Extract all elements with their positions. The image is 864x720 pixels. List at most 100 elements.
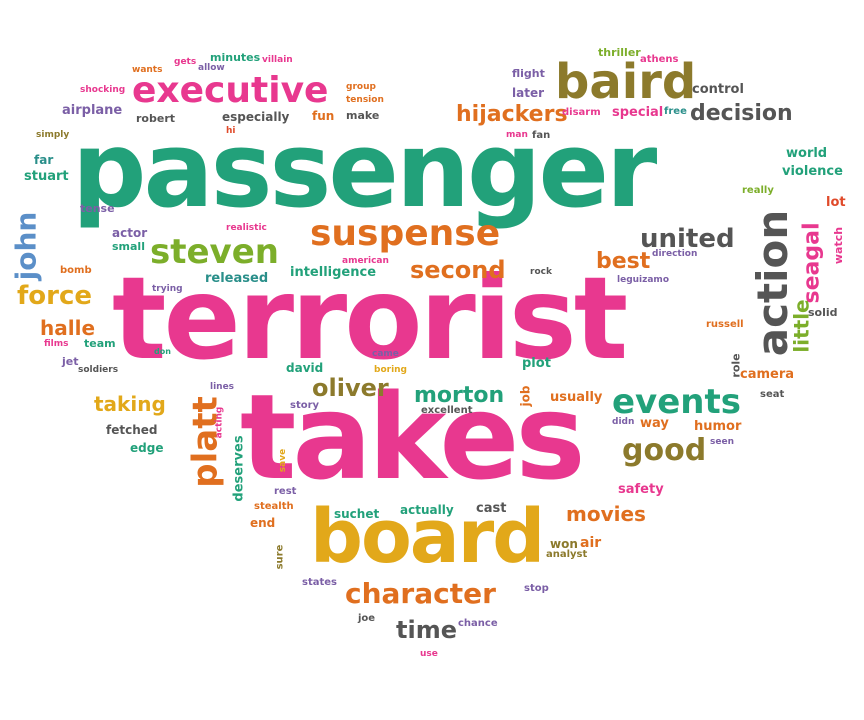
- word-second: second: [410, 256, 506, 284]
- word-action: action: [748, 209, 798, 357]
- word-robert: robert: [136, 112, 175, 125]
- word-time: time: [396, 616, 457, 644]
- word-seat: seat: [760, 389, 785, 400]
- word-thriller: thriller: [598, 46, 641, 59]
- word-taking: taking: [94, 392, 166, 416]
- word-free: free: [664, 106, 687, 117]
- word-group: group: [346, 82, 376, 92]
- word-david: david: [286, 361, 324, 375]
- word-movies: movies: [566, 502, 646, 526]
- word-fan: fan: [532, 130, 551, 141]
- word-plot: plot: [522, 356, 551, 371]
- word-story: story: [290, 400, 320, 411]
- word-airplane: airplane: [62, 103, 123, 118]
- word-small: small: [112, 240, 145, 253]
- word-won: won: [550, 537, 578, 551]
- word-tense: tense: [80, 202, 115, 215]
- word-russell: russell: [706, 319, 744, 330]
- word-chance: chance: [458, 618, 498, 629]
- word-suspense: suspense: [310, 213, 501, 254]
- word-character: character: [345, 577, 496, 610]
- word-actor: actor: [112, 226, 148, 240]
- word-morton: morton: [414, 383, 505, 408]
- word-decision: decision: [690, 101, 793, 126]
- word-control: control: [692, 82, 744, 97]
- word-acting: acting: [214, 406, 225, 439]
- word-seagal: seagal: [799, 222, 825, 304]
- word-excellent: excellent: [421, 405, 473, 416]
- word-trying: trying: [152, 284, 183, 294]
- word-american: american: [342, 256, 389, 266]
- word-suchet: suchet: [334, 507, 380, 521]
- word-intelligence: intelligence: [290, 265, 377, 280]
- word-board: board: [310, 494, 545, 580]
- word-analyst: analyst: [546, 549, 588, 560]
- word-states: states: [302, 577, 337, 588]
- word-tension: tension: [346, 95, 384, 105]
- word-villain: villain: [262, 55, 293, 65]
- word-oliver: oliver: [312, 374, 389, 402]
- word-lines: lines: [210, 382, 235, 392]
- word-realistic: realistic: [226, 223, 267, 233]
- word-especially: especially: [222, 110, 290, 124]
- word-soldiers: soldiers: [78, 365, 119, 375]
- word-save: save: [278, 448, 289, 473]
- word-wants: wants: [132, 65, 163, 75]
- word-hi: hi: [226, 126, 236, 136]
- word-steven: steven: [150, 232, 279, 272]
- word-make: make: [346, 109, 380, 122]
- word-released: released: [205, 271, 269, 286]
- word-fun: fun: [312, 109, 335, 123]
- word-safety: safety: [618, 482, 664, 497]
- word-bomb: bomb: [60, 265, 92, 276]
- word-rest: rest: [274, 486, 297, 497]
- word-passenger: passenger: [72, 109, 657, 231]
- word-films: films: [44, 339, 69, 349]
- word-seen: seen: [710, 437, 734, 447]
- word-direction: direction: [652, 249, 698, 259]
- word-united: united: [640, 224, 735, 254]
- word-simply: simply: [36, 130, 70, 140]
- word-special: special: [612, 105, 664, 120]
- word-flight: flight: [512, 67, 545, 80]
- word-stop: stop: [524, 583, 549, 594]
- word-don: don: [154, 347, 171, 356]
- word-stuart: stuart: [24, 169, 69, 184]
- word-disarm: disarm: [562, 107, 601, 118]
- word-baird: baird: [555, 54, 697, 110]
- word-minutes: minutes: [210, 51, 261, 64]
- word-force: force: [17, 281, 93, 311]
- word-solid: solid: [808, 306, 838, 319]
- word-halle: halle: [40, 316, 96, 340]
- word-fetched: fetched: [106, 423, 158, 437]
- word-deserves: deserves: [231, 435, 247, 502]
- word-violence: violence: [782, 164, 843, 179]
- word-gets: gets: [174, 57, 197, 67]
- word-air: air: [580, 535, 602, 551]
- word-best: best: [596, 249, 651, 274]
- word-events: events: [612, 382, 741, 422]
- word-allow: allow: [198, 63, 225, 73]
- word-man: man: [506, 130, 528, 140]
- word-stealth: stealth: [254, 501, 294, 512]
- word-didn: didn: [612, 417, 635, 427]
- word-way: way: [640, 416, 669, 431]
- word-joe: joe: [358, 613, 376, 624]
- word-rock: rock: [530, 267, 552, 277]
- word-leguizamo: leguizamo: [617, 275, 669, 285]
- word-watch: watch: [832, 226, 846, 265]
- word-jet: jet: [62, 355, 79, 368]
- word-takes: takes: [240, 368, 586, 506]
- word-good: good: [622, 433, 707, 468]
- word-athens: athens: [640, 54, 679, 65]
- word-shocking: shocking: [80, 85, 126, 95]
- word-cast: cast: [476, 501, 507, 516]
- word-later: later: [512, 86, 545, 100]
- word-lot: lot: [826, 195, 846, 210]
- word-actually: actually: [400, 503, 454, 517]
- word-team: team: [84, 337, 116, 350]
- word-use: use: [420, 649, 438, 659]
- word-far: far: [34, 153, 54, 167]
- word-edge: edge: [130, 441, 164, 455]
